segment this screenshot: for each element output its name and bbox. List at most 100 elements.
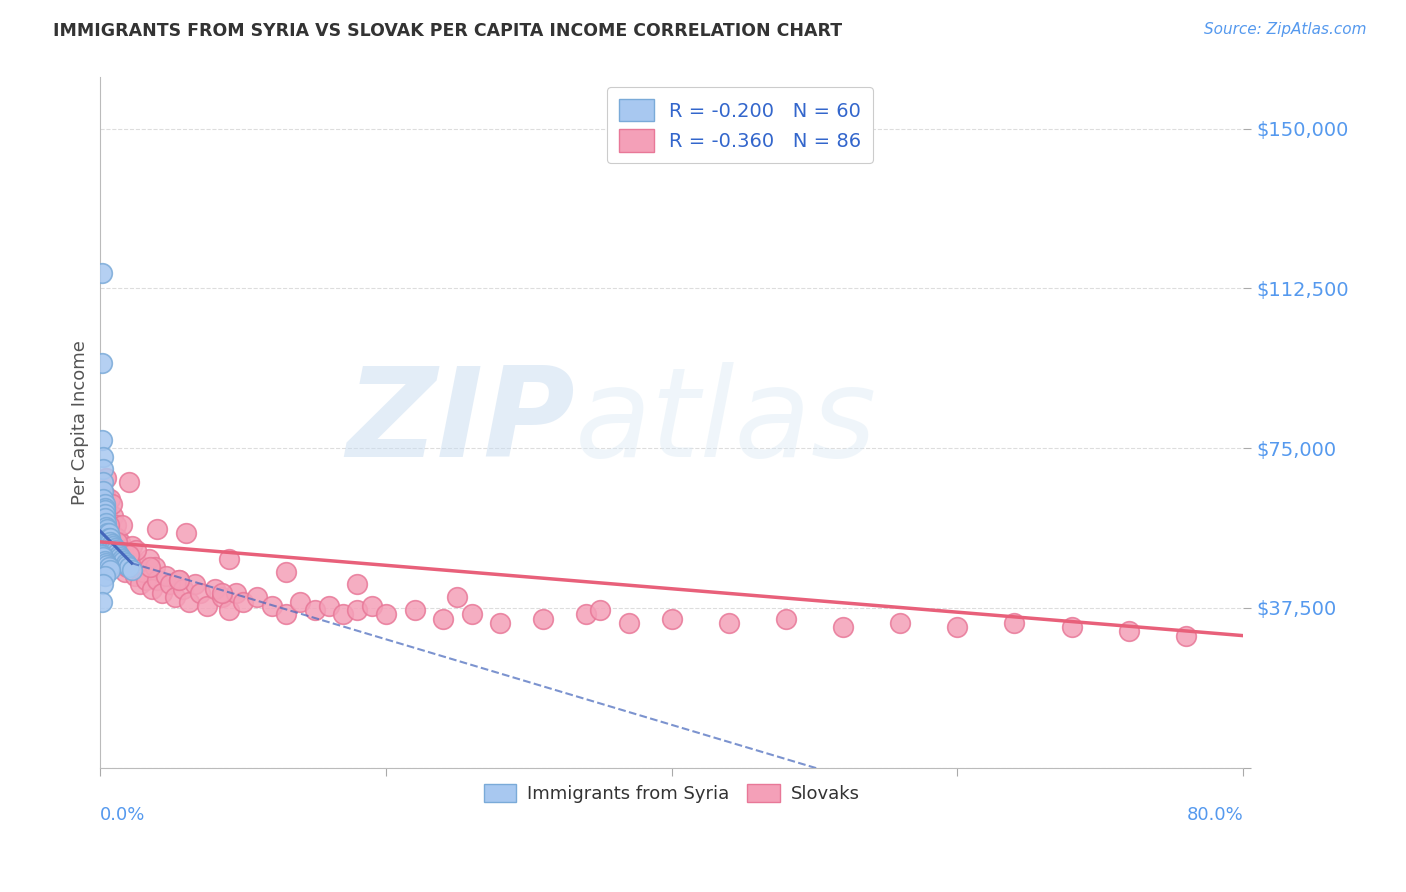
Point bbox=[111, 556, 134, 570]
Point bbox=[118, 475, 141, 490]
Point bbox=[93, 507, 115, 521]
Point bbox=[94, 516, 117, 530]
Point bbox=[94, 520, 117, 534]
Point bbox=[115, 552, 138, 566]
Point bbox=[155, 569, 177, 583]
Point bbox=[105, 543, 128, 558]
Point bbox=[98, 492, 121, 507]
Point bbox=[143, 560, 166, 574]
Point bbox=[101, 496, 124, 510]
Point bbox=[90, 267, 112, 281]
Point bbox=[96, 526, 118, 541]
Point bbox=[1060, 620, 1083, 634]
Point bbox=[93, 511, 115, 525]
Point bbox=[121, 563, 143, 577]
Text: Source: ZipAtlas.com: Source: ZipAtlas.com bbox=[1204, 22, 1367, 37]
Point bbox=[93, 517, 115, 532]
Point bbox=[91, 475, 114, 490]
Text: 0.0%: 0.0% bbox=[100, 805, 146, 823]
Point bbox=[589, 603, 612, 617]
Point bbox=[1118, 624, 1140, 639]
Point bbox=[218, 552, 240, 566]
Point bbox=[94, 531, 117, 545]
Point bbox=[93, 488, 115, 502]
Point bbox=[775, 611, 797, 625]
Point bbox=[108, 552, 131, 566]
Point bbox=[183, 577, 205, 591]
Point bbox=[96, 531, 118, 545]
Point bbox=[111, 552, 134, 566]
Point bbox=[108, 548, 131, 562]
Point bbox=[97, 522, 120, 536]
Point bbox=[97, 517, 120, 532]
Point bbox=[115, 556, 138, 570]
Point bbox=[112, 543, 135, 558]
Point bbox=[139, 560, 162, 574]
Point bbox=[93, 496, 115, 510]
Point bbox=[717, 615, 740, 630]
Point bbox=[107, 534, 129, 549]
Point bbox=[211, 586, 233, 600]
Point bbox=[346, 577, 368, 591]
Point bbox=[91, 577, 114, 591]
Point bbox=[117, 560, 139, 574]
Point bbox=[90, 356, 112, 370]
Point bbox=[197, 599, 219, 613]
Point bbox=[111, 517, 134, 532]
Point bbox=[97, 539, 120, 553]
Point bbox=[101, 526, 124, 541]
Point bbox=[146, 522, 169, 536]
Point bbox=[98, 563, 121, 577]
Point bbox=[97, 560, 120, 574]
Point bbox=[661, 611, 683, 625]
Point bbox=[90, 594, 112, 608]
Point bbox=[97, 526, 120, 541]
Point bbox=[489, 615, 512, 630]
Point bbox=[96, 534, 118, 549]
Point bbox=[274, 565, 297, 579]
Point bbox=[167, 573, 190, 587]
Point bbox=[118, 560, 141, 574]
Point bbox=[98, 539, 121, 553]
Point bbox=[93, 500, 115, 515]
Point bbox=[97, 531, 120, 545]
Point bbox=[91, 549, 114, 564]
Point bbox=[832, 620, 855, 634]
Point bbox=[432, 611, 454, 625]
Y-axis label: Per Capita Income: Per Capita Income bbox=[72, 340, 89, 505]
Point bbox=[446, 591, 468, 605]
Point bbox=[127, 556, 149, 570]
Point bbox=[346, 603, 368, 617]
Point bbox=[246, 591, 269, 605]
Point bbox=[204, 582, 226, 596]
Point bbox=[94, 471, 117, 485]
Point bbox=[177, 594, 200, 608]
Point bbox=[101, 541, 124, 556]
Point bbox=[946, 620, 969, 634]
Point bbox=[104, 539, 127, 553]
Point bbox=[460, 607, 482, 622]
Point bbox=[93, 503, 115, 517]
Point bbox=[114, 565, 136, 579]
Point bbox=[318, 599, 340, 613]
Point bbox=[107, 549, 129, 564]
Point bbox=[105, 517, 128, 532]
Point bbox=[125, 543, 148, 558]
Point bbox=[91, 462, 114, 476]
Point bbox=[91, 492, 114, 507]
Point bbox=[174, 526, 197, 541]
Point bbox=[91, 450, 114, 464]
Point bbox=[141, 582, 163, 596]
Point bbox=[101, 537, 124, 551]
Point bbox=[375, 607, 398, 622]
Point bbox=[1004, 615, 1026, 630]
Point bbox=[188, 586, 211, 600]
Point bbox=[94, 524, 117, 539]
Point bbox=[150, 586, 173, 600]
Point bbox=[260, 599, 283, 613]
Text: ZIP: ZIP bbox=[346, 362, 575, 483]
Point bbox=[135, 573, 157, 587]
Text: IMMIGRANTS FROM SYRIA VS SLOVAK PER CAPITA INCOME CORRELATION CHART: IMMIGRANTS FROM SYRIA VS SLOVAK PER CAPI… bbox=[53, 22, 842, 40]
Point bbox=[172, 582, 194, 596]
Point bbox=[146, 573, 169, 587]
